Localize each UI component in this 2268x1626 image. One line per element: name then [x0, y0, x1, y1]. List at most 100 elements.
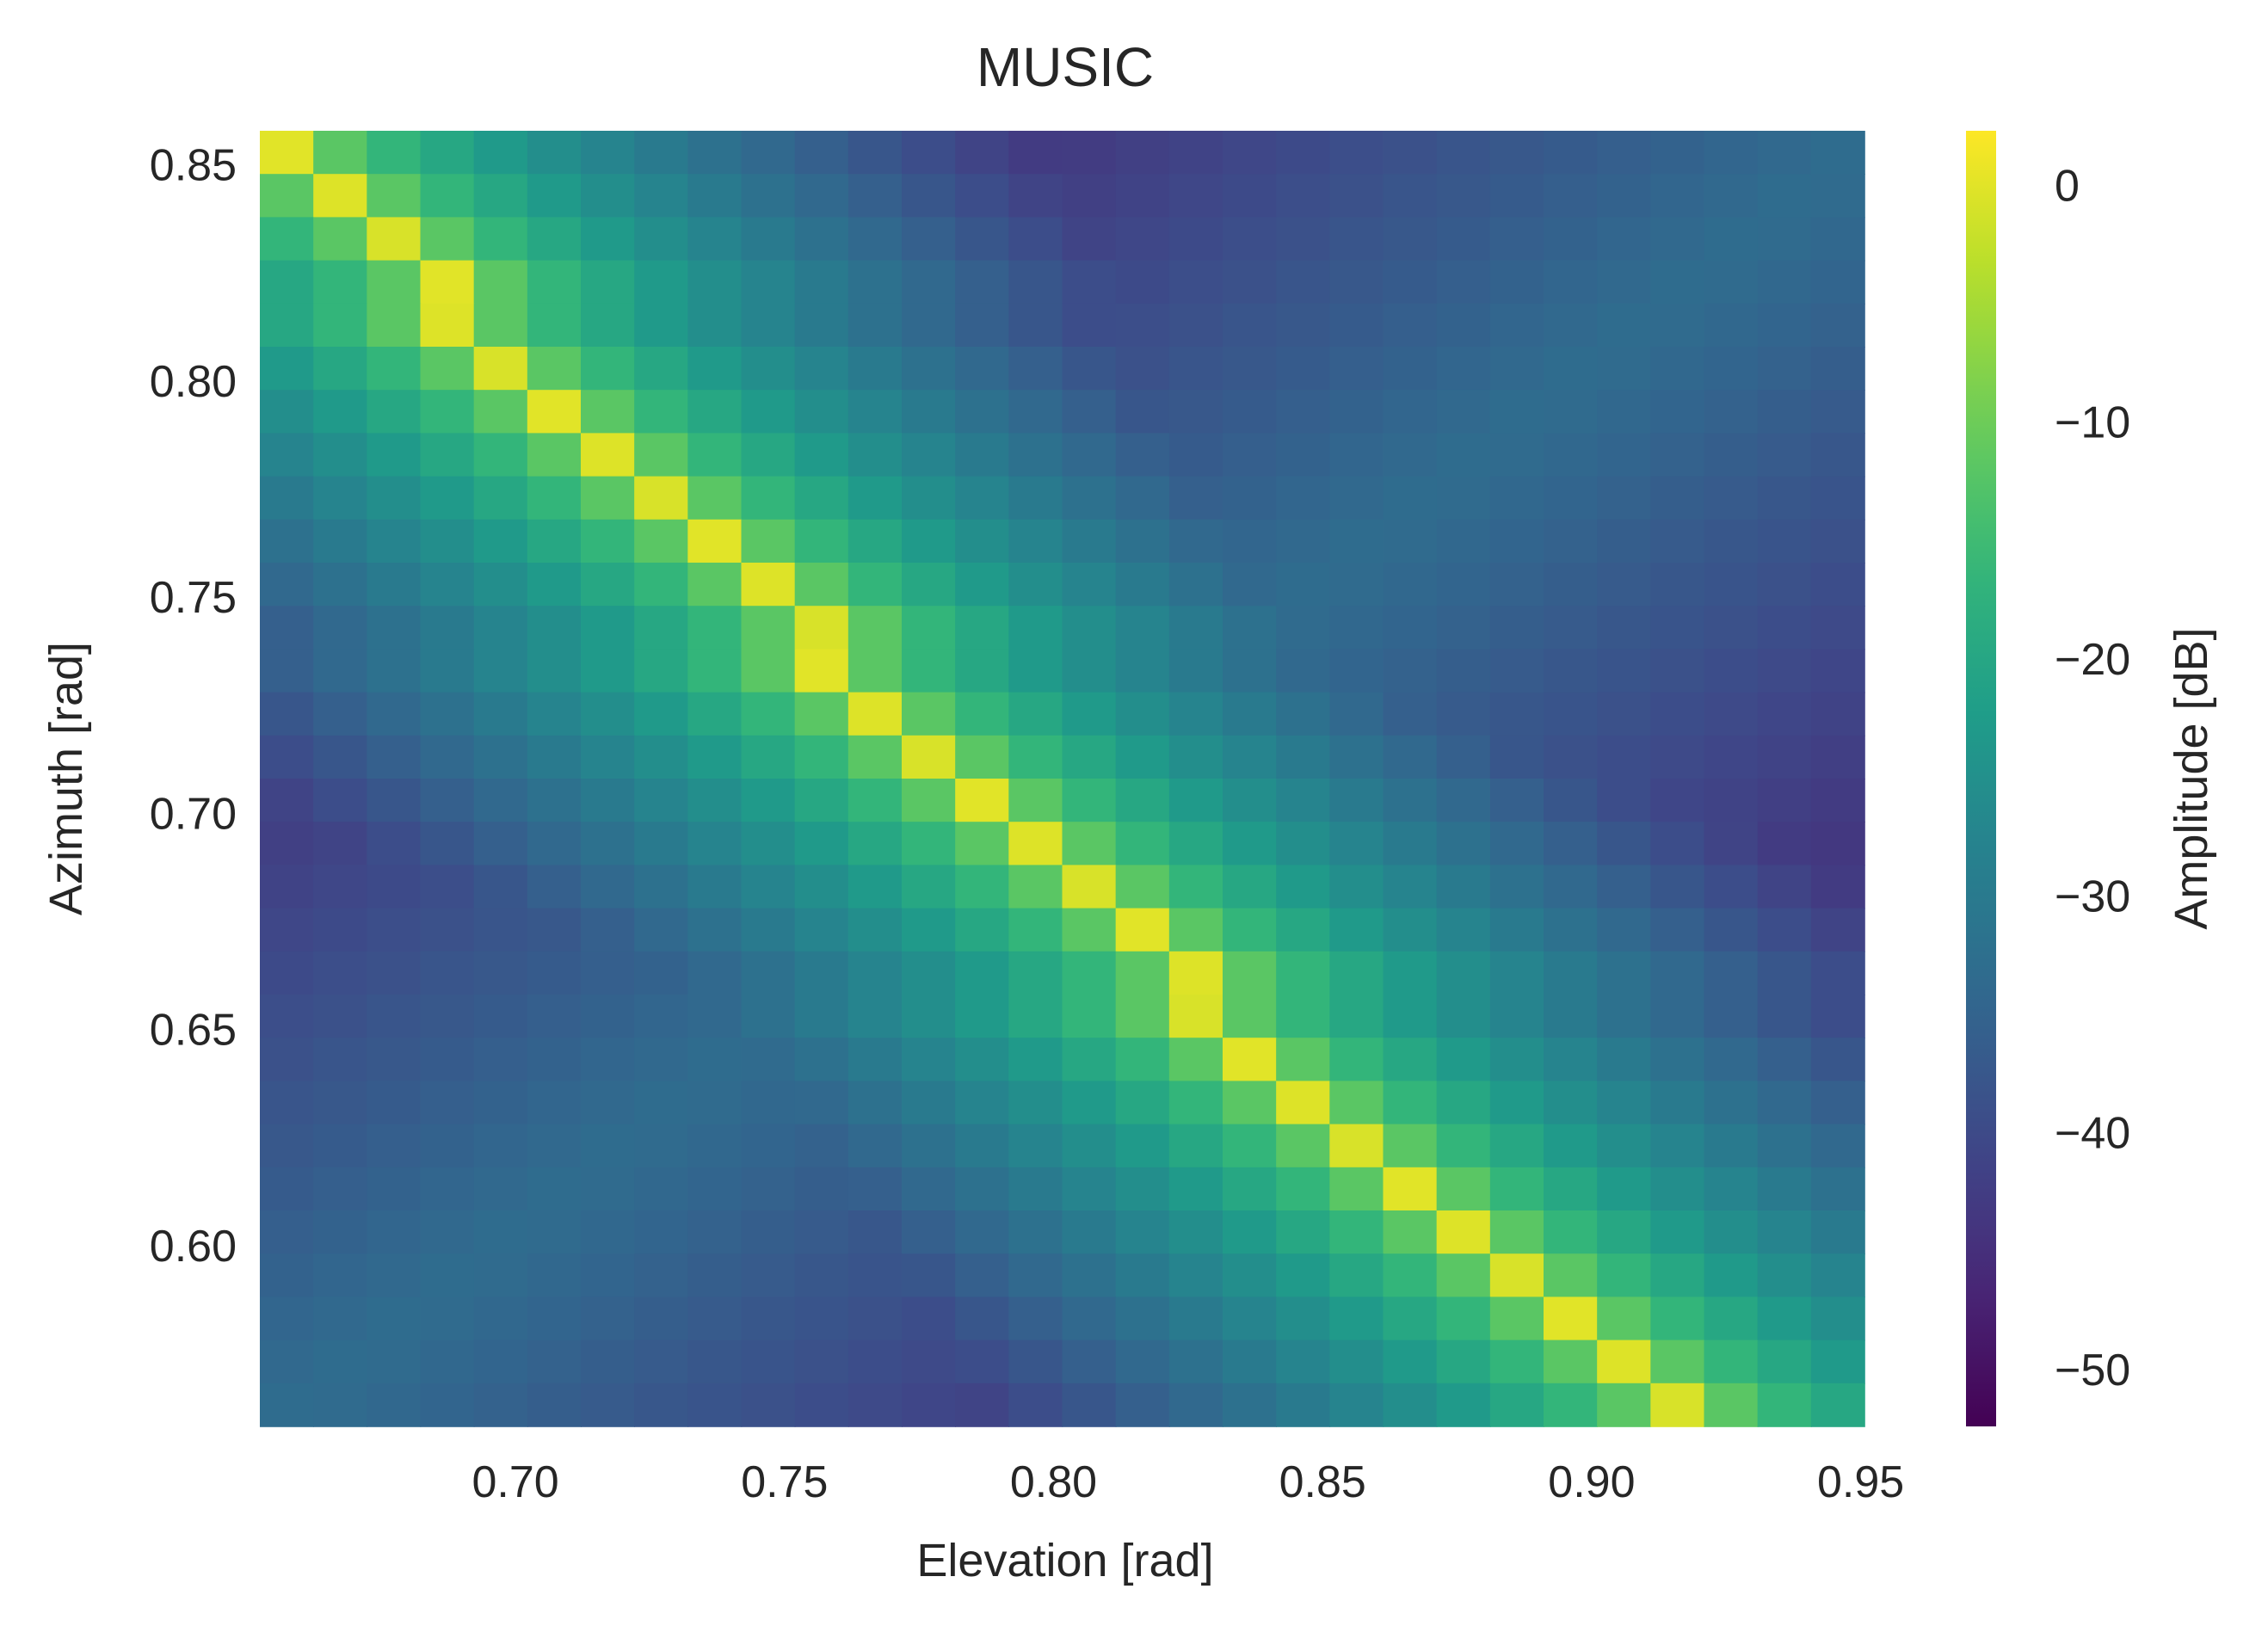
heatmap-cell: [687, 735, 743, 779]
heatmap-cell: [1383, 822, 1438, 866]
heatmap-cell: [955, 1210, 1010, 1254]
heatmap-cell: [955, 519, 1010, 564]
heatmap-cell: [1329, 692, 1384, 736]
x-tick-label: 0.70: [471, 1457, 558, 1507]
heatmap-cell: [313, 735, 368, 779]
heatmap-cell: [1810, 1253, 1865, 1298]
heatmap-cell: [741, 1124, 796, 1168]
heatmap-cell: [741, 735, 796, 779]
heatmap-cell: [741, 131, 796, 175]
heatmap-cell: [1329, 1340, 1384, 1384]
heatmap-cell: [1597, 303, 1652, 348]
heatmap-cell: [955, 1167, 1010, 1211]
y-axis-ticks: 0.60 0.65 0.70 0.75 0.80 0.85: [150, 141, 237, 1272]
heatmap-cell: [367, 865, 422, 909]
heatmap-cell: [634, 217, 689, 262]
heatmap-cell: [1115, 735, 1170, 779]
heatmap-cell: [1329, 995, 1384, 1038]
heatmap-cell: [955, 1383, 1010, 1427]
heatmap-cell: [1704, 1253, 1759, 1298]
heatmap-cell: [1544, 174, 1598, 219]
heatmap-cell: [1062, 1167, 1117, 1211]
heatmap-cell: [527, 390, 582, 434]
heatmap-cell: [1757, 476, 1812, 520]
heatmap-cell: [1650, 476, 1705, 520]
heatmap-cell: [527, 995, 582, 1038]
heatmap-cell: [1650, 1383, 1705, 1427]
heatmap-cell: [1223, 563, 1277, 607]
heatmap-cell: [313, 174, 368, 219]
heatmap-cell: [1704, 563, 1759, 607]
heatmap-cell: [313, 1167, 368, 1211]
heatmap-cell: [1436, 1167, 1491, 1211]
heatmap-cell: [847, 1383, 903, 1427]
heatmap-cell: [1650, 995, 1705, 1038]
heatmap-cell: [1008, 1296, 1063, 1341]
heatmap-cell: [794, 563, 849, 607]
heatmap-cell: [420, 1253, 475, 1298]
heatmap-cell: [420, 519, 475, 564]
heatmap-cell: [1062, 1253, 1117, 1298]
heatmap-cell: [527, 217, 582, 262]
heatmap-cell: [1223, 995, 1277, 1038]
heatmap-cell: [1597, 822, 1652, 866]
heatmap-cell: [847, 519, 903, 564]
heatmap-cell: [1436, 174, 1491, 219]
heatmap-cell: [1436, 649, 1491, 693]
heatmap-cell: [955, 951, 1010, 995]
heatmap-cell: [1062, 692, 1117, 736]
heatmap-cell: [1168, 1038, 1223, 1082]
heatmap-cell: [1810, 649, 1865, 693]
heatmap-cell: [1544, 1038, 1598, 1082]
heatmap-cell: [634, 476, 689, 520]
heatmap-cell: [1489, 217, 1544, 262]
heatmap-cell: [367, 1081, 422, 1125]
heatmap-cell: [367, 908, 422, 952]
heatmap-cell: [367, 1253, 422, 1298]
heatmap-cell: [313, 908, 368, 952]
heatmap-cell: [1810, 433, 1865, 477]
heatmap-cell: [634, 865, 689, 909]
heatmap-cell: [1650, 735, 1705, 779]
heatmap-cell: [1436, 1038, 1491, 1082]
heatmap-cell: [1008, 649, 1063, 693]
heatmap-cell: [260, 303, 314, 348]
heatmap-cell: [1115, 390, 1170, 434]
heatmap-cell: [1168, 1210, 1223, 1254]
heatmap-cell: [1329, 649, 1384, 693]
heatmap-cell: [1757, 865, 1812, 909]
heatmap-cell: [1544, 735, 1598, 779]
heatmap-cell: [1650, 1340, 1705, 1384]
heatmap-cell: [955, 1038, 1010, 1082]
heatmap-cell: [1544, 217, 1598, 262]
heatmap-cell: [634, 1210, 689, 1254]
heatmap-cell: [1436, 476, 1491, 520]
heatmap-cell: [420, 303, 475, 348]
heatmap-cell: [741, 1038, 796, 1082]
heatmap-cell: [420, 1210, 475, 1254]
heatmap-cell: [1489, 995, 1544, 1038]
heatmap-cell: [367, 217, 422, 262]
heatmap-cell: [1544, 951, 1598, 995]
heatmap-cell: [1383, 649, 1438, 693]
heatmap-cell: [847, 260, 903, 305]
heatmap-cell: [1276, 1081, 1331, 1125]
heatmap-cell: [1489, 1210, 1544, 1254]
heatmap-cell: [1810, 131, 1865, 175]
heatmap-cell: [794, 476, 849, 520]
heatmap-cell: [1008, 174, 1063, 219]
heatmap-cell: [1168, 1296, 1223, 1341]
heatmap-cell: [1757, 1038, 1812, 1082]
heatmap-cell: [1383, 260, 1438, 305]
heatmap-cell: [1810, 519, 1865, 564]
heatmap-cell: [1168, 649, 1223, 693]
heatmap-cell: [260, 347, 314, 391]
heatmap-cell: [260, 1210, 314, 1254]
heatmap-cell: [313, 822, 368, 866]
heatmap-cell: [1489, 476, 1544, 520]
heatmap-cell: [1704, 779, 1759, 822]
heatmap-cell: [473, 1383, 528, 1427]
heatmap-cell: [1008, 563, 1063, 607]
heatmap-cell: [1115, 476, 1170, 520]
heatmap-cell: [1276, 1253, 1331, 1298]
